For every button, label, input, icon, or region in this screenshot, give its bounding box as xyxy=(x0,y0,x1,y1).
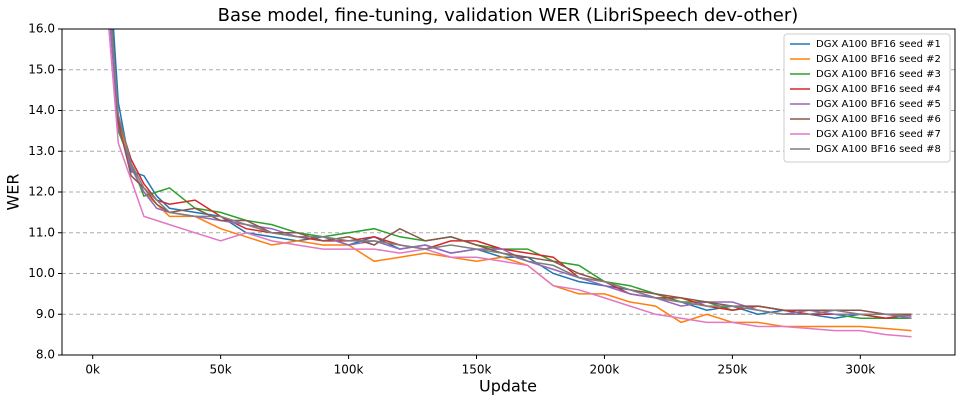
legend-label: DGX A100 BF16 seed #2 xyxy=(816,54,941,65)
x-tick-label: 0k xyxy=(85,363,100,377)
y-tick-label: 15.0 xyxy=(28,62,55,76)
y-tick-label: 12.0 xyxy=(28,185,55,199)
y-tick-label: 13.0 xyxy=(28,144,55,158)
y-axis-label: WER xyxy=(4,173,23,210)
legend-label: DGX A100 BF16 seed #1 xyxy=(816,39,941,50)
legend-box xyxy=(783,33,951,163)
legend-label: DGX A100 BF16 seed #7 xyxy=(816,129,941,140)
x-tick-label: 50k xyxy=(210,363,232,377)
x-tick-label: 300k xyxy=(845,363,875,377)
y-tick-label: 14.0 xyxy=(28,103,55,117)
x-tick-label: 100k xyxy=(334,363,364,377)
legend-label: DGX A100 BF16 seed #8 xyxy=(816,144,941,155)
legend-label: DGX A100 BF16 seed #3 xyxy=(816,69,941,80)
plot-area xyxy=(108,29,912,338)
y-tick-label: 11.0 xyxy=(28,225,55,239)
y-tick-label: 16.0 xyxy=(28,22,55,36)
x-tick-label: 200k xyxy=(590,363,620,377)
legend-label: DGX A100 BF16 seed #6 xyxy=(816,114,941,125)
series-line xyxy=(109,29,912,332)
chart-title: Base model, fine-tuning, validation WER … xyxy=(218,5,799,26)
x-tick-label: 150k xyxy=(462,363,492,377)
y-tick-label: 10.0 xyxy=(28,266,55,280)
legend-label: DGX A100 BF16 seed #4 xyxy=(816,84,941,95)
y-tick-label: 8.0 xyxy=(36,348,55,362)
series-line xyxy=(110,29,912,318)
x-tick-label: 250k xyxy=(717,363,747,377)
series-line xyxy=(111,29,912,316)
plot-frame xyxy=(61,28,956,356)
y-tick-label: 9.0 xyxy=(36,307,55,321)
x-axis-label: Update xyxy=(479,377,537,396)
legend-label: DGX A100 BF16 seed #5 xyxy=(816,99,941,110)
series-line xyxy=(108,29,912,338)
